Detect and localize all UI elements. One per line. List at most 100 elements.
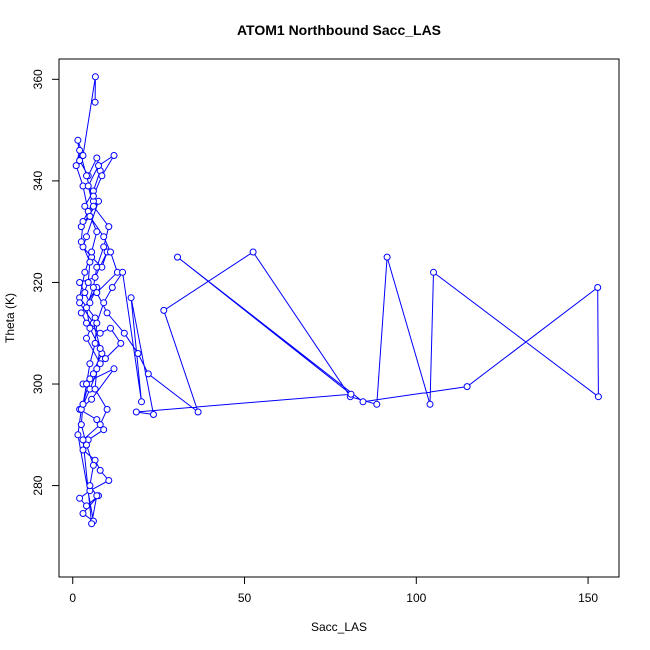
data-point [83,304,90,312]
data-point [83,380,90,388]
data-point [108,284,116,291]
data-point [101,355,109,363]
data-point [110,152,118,159]
data-point [79,510,87,517]
data-point [79,446,87,454]
y-tick-label: 300 [31,374,45,394]
data-point [138,398,145,406]
data-point [95,162,102,170]
data-point [88,520,96,528]
data-point [77,421,85,429]
y-tick-label: 280 [31,475,45,495]
data-point [88,248,96,256]
data-point [105,223,113,231]
data-point [76,157,84,165]
data-point [93,263,101,271]
data-point [91,273,99,281]
data-point [89,461,97,469]
data-point [594,284,602,291]
data-point [107,324,114,332]
data-point [249,248,257,256]
y-tick-label: 360 [31,69,45,89]
data-point [463,383,471,391]
data-point [119,268,127,276]
data-point [100,243,108,251]
data-point [93,289,101,297]
data-point [74,431,82,439]
data-point [93,154,101,162]
data-point [134,350,142,357]
data-point [91,73,99,81]
x-tick-label: 0 [69,591,76,605]
y-axis-label: Theta (K) [3,293,17,343]
data-point [103,405,111,413]
data-point [86,212,94,220]
data-point [91,98,99,106]
data-point [79,400,87,408]
data-point [347,390,355,398]
data-point [86,299,94,307]
data-point [96,421,104,429]
data-point [77,238,85,246]
data-point [76,146,84,154]
data-point [79,436,87,444]
data-point [79,218,87,225]
data-point [83,319,90,327]
data-point [88,395,96,403]
y-axis: 280 300 320 340 360 [31,69,60,496]
y-tick-label: 320 [31,272,45,292]
data-point [89,284,97,291]
data-point [77,309,85,317]
data-point [91,385,99,393]
data-point [373,400,381,408]
plot-data-layer [72,73,602,528]
data-point [105,477,113,484]
data-point [86,482,94,490]
data-point [144,370,152,378]
data-point [110,365,118,373]
data-point [84,279,92,286]
data-point [81,268,89,276]
y-tick-label: 340 [31,171,45,191]
data-point [194,408,202,416]
x-tick-label: 100 [406,591,426,605]
data-point [93,365,101,373]
data-point [83,334,90,342]
data-point [83,233,90,241]
data-point [81,289,89,297]
data-point [426,400,434,408]
data-point [96,329,104,337]
data-point [98,172,106,180]
data-point [107,248,114,256]
data-point [86,375,94,383]
data-point [127,294,135,302]
data-point [96,345,104,352]
data-point [86,360,94,368]
data-point [83,172,90,180]
data-point [74,136,82,144]
data-point [103,309,111,317]
data-point [79,152,87,159]
data-point [100,299,108,307]
data-point [76,279,84,286]
data-point [86,324,94,332]
data-point [89,202,97,210]
data-point [93,228,101,236]
data-point [117,339,125,347]
data-point [150,411,157,418]
data-point [359,398,367,406]
x-axis: 0 50 100 150 [69,576,598,605]
data-point [96,360,104,368]
data-point [132,408,140,416]
data-point [100,233,108,241]
data-point [84,182,92,190]
x-tick-label: 150 [578,591,598,605]
x-tick-label: 50 [238,591,252,605]
data-point [83,441,90,449]
data-point [93,319,101,327]
data-point [93,416,101,424]
data-point [89,370,97,378]
data-point [91,339,99,347]
